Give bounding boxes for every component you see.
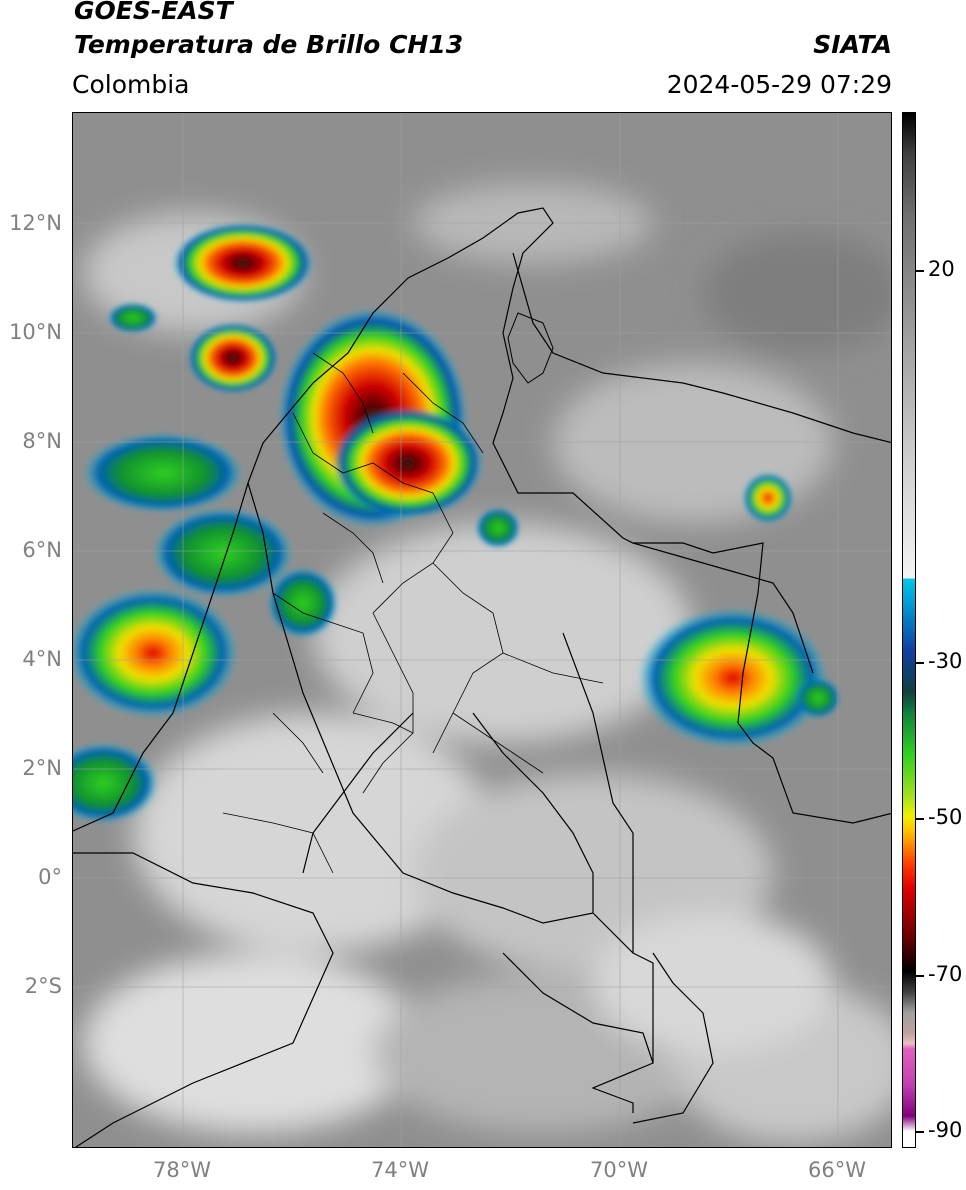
colorbar-tick-minus70 bbox=[916, 975, 924, 977]
lat-label-12n: 12°N bbox=[9, 211, 62, 235]
graticule bbox=[73, 113, 891, 1147]
organization-label: SIATA bbox=[813, 30, 892, 59]
timestamp-label: 2024-05-29 07:29 bbox=[666, 70, 892, 99]
lat-label-2n: 2°N bbox=[22, 756, 62, 780]
lat-label-2s: 2°S bbox=[24, 974, 62, 998]
colorbar-tick-minus90 bbox=[916, 1131, 924, 1133]
lat-label-4n: 4°N bbox=[22, 647, 62, 671]
lat-label-6n: 6°N bbox=[22, 538, 62, 562]
lon-label-66w: 66°W bbox=[808, 1158, 866, 1182]
colorbar-label-minus30: -30 bbox=[928, 649, 963, 673]
colorbar-label-20: 20 bbox=[928, 257, 955, 281]
region-label: Colombia bbox=[72, 70, 190, 99]
lon-label-70w: 70°W bbox=[590, 1158, 648, 1182]
country-borders bbox=[73, 207, 891, 1147]
lake-maracaibo bbox=[507, 312, 554, 384]
colorbar-tick-20 bbox=[916, 270, 924, 272]
lon-label-78w: 78°W bbox=[153, 1158, 211, 1182]
colorbar-tick-minus30 bbox=[916, 662, 924, 664]
colorbar-label-minus90: -90 bbox=[928, 1118, 963, 1142]
colorbar-label-minus50: -50 bbox=[928, 805, 963, 829]
product-title: Temperatura de Brillo CH13 bbox=[74, 30, 464, 59]
department-borders bbox=[222, 352, 604, 874]
lat-label-8n: 8°N bbox=[22, 429, 62, 453]
colorbar-label-minus70: -70 bbox=[928, 962, 963, 986]
colorbar-tick-minus50 bbox=[916, 818, 924, 820]
lat-label-0: 0° bbox=[38, 865, 62, 889]
lat-label-10n: 10°N bbox=[9, 320, 62, 344]
satellite-title: GOES-EAST bbox=[74, 0, 233, 25]
storm-cells bbox=[73, 223, 840, 823]
temperature-colorbar bbox=[902, 112, 916, 1148]
lon-label-74w: 74°W bbox=[371, 1158, 429, 1182]
satellite-map bbox=[72, 112, 892, 1148]
